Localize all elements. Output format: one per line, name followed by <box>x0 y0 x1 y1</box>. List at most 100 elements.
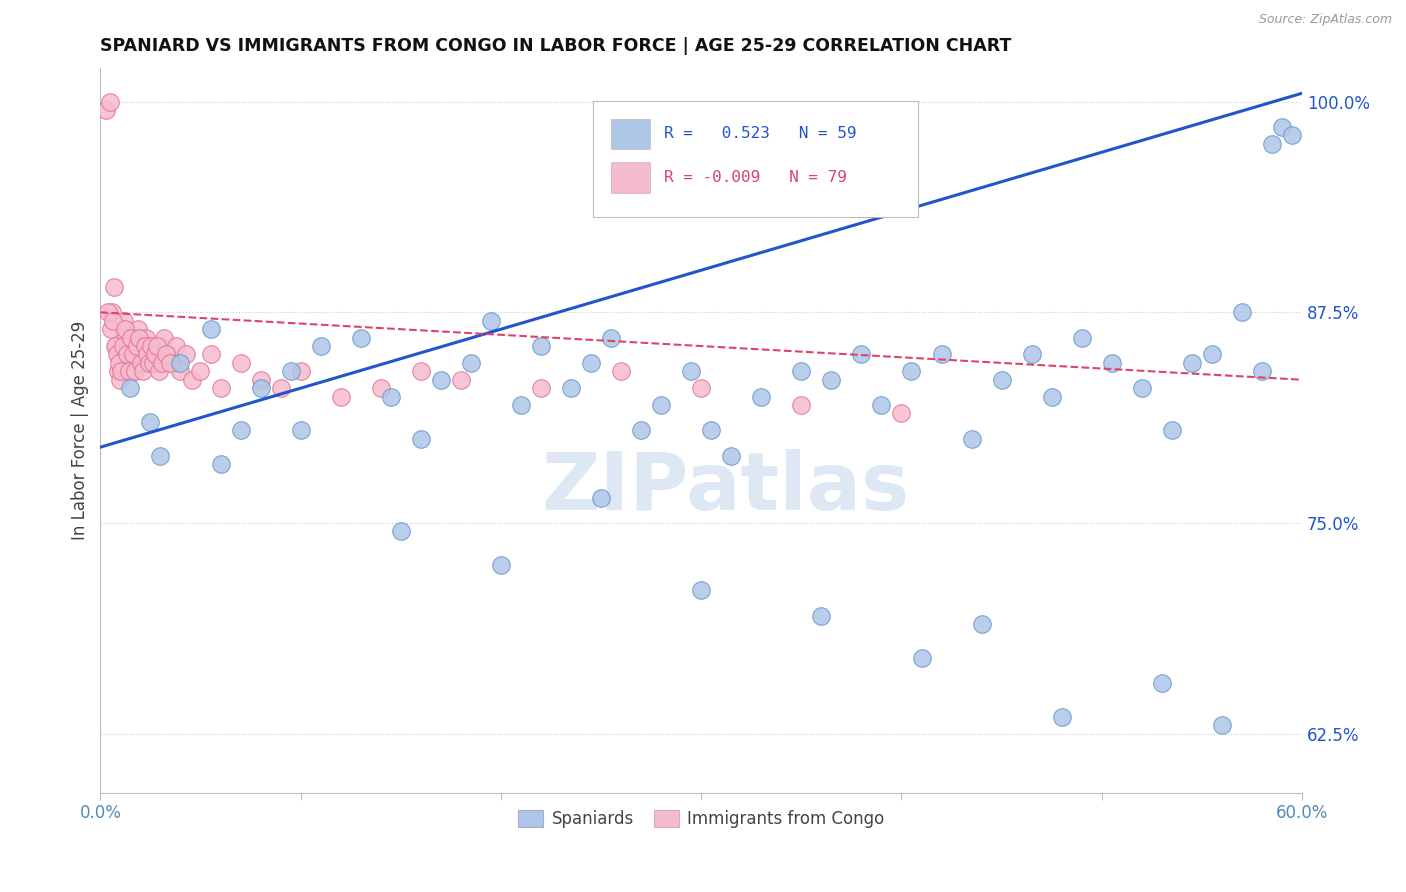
Point <box>600 330 623 344</box>
Point <box>110 364 132 378</box>
Point <box>900 364 922 378</box>
Point <box>589 491 612 505</box>
Point <box>990 373 1012 387</box>
Point <box>124 364 146 378</box>
Point <box>101 305 124 319</box>
Point <box>141 339 163 353</box>
Point <box>720 449 742 463</box>
Point <box>1271 120 1294 134</box>
FancyBboxPatch shape <box>593 101 918 217</box>
Point <box>810 608 832 623</box>
Point <box>350 330 373 344</box>
Point <box>290 423 312 437</box>
Point <box>110 373 132 387</box>
Point <box>1101 356 1123 370</box>
Point <box>790 398 813 412</box>
Point <box>117 347 139 361</box>
Point <box>112 314 135 328</box>
Point <box>249 381 271 395</box>
Point <box>1251 364 1274 378</box>
Point <box>579 356 602 370</box>
Point <box>128 330 150 344</box>
Point <box>108 356 131 370</box>
Point <box>851 347 873 361</box>
Point <box>114 322 136 336</box>
Point <box>145 347 167 361</box>
Point <box>650 398 672 412</box>
Point <box>131 356 153 370</box>
Point <box>560 381 582 395</box>
Point <box>138 339 160 353</box>
Text: R =   0.523   N = 59: R = 0.523 N = 59 <box>664 127 856 142</box>
Point <box>115 339 138 353</box>
Point <box>107 364 129 378</box>
Point <box>790 364 813 378</box>
Point <box>148 356 170 370</box>
Point <box>134 339 156 353</box>
Point <box>489 558 512 573</box>
Text: R = -0.009   N = 79: R = -0.009 N = 79 <box>664 169 846 185</box>
Point <box>510 398 533 412</box>
Point <box>105 339 128 353</box>
Point <box>100 322 122 336</box>
Point <box>1021 347 1043 361</box>
Point <box>1181 356 1204 370</box>
Point <box>139 356 162 370</box>
Point <box>270 381 292 395</box>
Point <box>152 356 174 370</box>
Point <box>118 364 141 378</box>
Y-axis label: In Labor Force | Age 25-29: In Labor Force | Age 25-29 <box>72 321 89 540</box>
Point <box>409 364 432 378</box>
Point <box>209 457 232 471</box>
Point <box>479 314 502 328</box>
Point <box>112 339 135 353</box>
Point <box>530 339 553 353</box>
Point <box>169 356 191 370</box>
Point <box>98 95 121 109</box>
Point <box>309 339 332 353</box>
Point <box>1130 381 1153 395</box>
Point <box>630 423 652 437</box>
Point <box>209 381 232 395</box>
Point <box>910 650 932 665</box>
Point <box>329 390 352 404</box>
Point <box>139 415 162 429</box>
Point <box>181 373 204 387</box>
Point <box>166 339 188 353</box>
Point <box>1050 710 1073 724</box>
Point <box>131 356 153 370</box>
Point <box>700 423 723 437</box>
Point <box>121 347 143 361</box>
Point <box>127 322 149 336</box>
Point <box>169 364 191 378</box>
Point <box>159 356 181 370</box>
Text: Source: ZipAtlas.com: Source: ZipAtlas.com <box>1258 13 1392 27</box>
Point <box>681 364 703 378</box>
Point <box>190 364 212 378</box>
Point <box>132 364 155 378</box>
Point <box>1040 390 1063 404</box>
Point <box>229 423 252 437</box>
Point <box>229 356 252 370</box>
Point <box>1261 136 1284 151</box>
Point <box>931 347 953 361</box>
Point <box>105 347 128 361</box>
Point <box>690 583 713 598</box>
Point <box>135 330 157 344</box>
Point <box>142 356 165 370</box>
Point <box>749 390 772 404</box>
Point <box>97 305 120 319</box>
Point <box>1230 305 1253 319</box>
Point <box>389 524 412 539</box>
Point <box>138 356 160 370</box>
Point <box>153 330 176 344</box>
Point <box>1150 676 1173 690</box>
Point <box>127 339 149 353</box>
Point <box>1211 718 1233 732</box>
Text: ZIPatlas: ZIPatlas <box>541 450 910 527</box>
Point <box>125 339 148 353</box>
Point <box>960 432 983 446</box>
Point <box>1070 330 1092 344</box>
Point <box>460 356 482 370</box>
Point <box>143 356 166 370</box>
